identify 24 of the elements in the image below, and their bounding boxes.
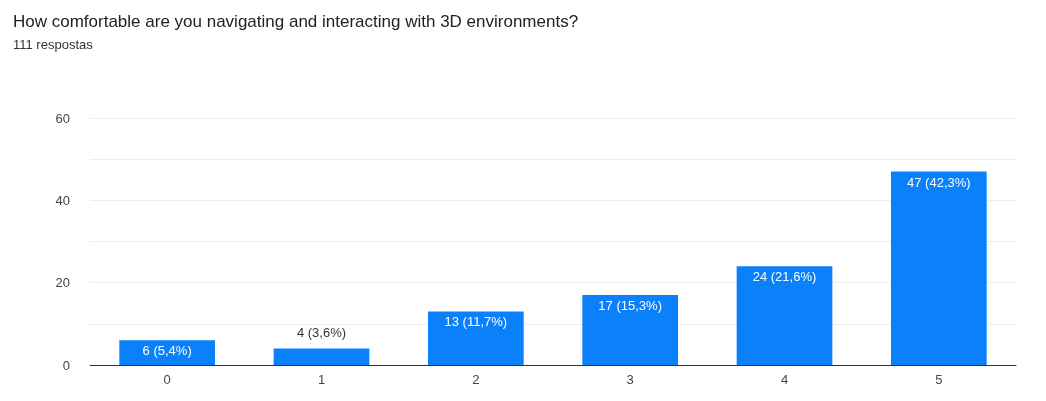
data-label: 6 (5,4%)	[142, 343, 192, 359]
bar	[119, 340, 216, 365]
bar	[582, 295, 679, 365]
y-tick-label: 20	[55, 275, 70, 291]
data-label: 24 (21,6%)	[752, 269, 817, 285]
data-label: 47 (42,3%)	[907, 174, 971, 190]
x-tick-label: 5	[935, 372, 943, 387]
data-label: 4 (3,6%)	[296, 324, 347, 340]
x-tick-label: 3	[626, 372, 634, 387]
bar	[890, 171, 987, 365]
x-tick-label: 4	[780, 372, 789, 387]
x-tick-label: 1	[317, 372, 326, 387]
x-tick-label: 2	[472, 372, 480, 387]
y-tick-label: 40	[55, 192, 70, 208]
data-label: 17 (15,3%)	[598, 298, 662, 314]
y-tick-label: 0	[62, 357, 70, 373]
chart-subtitle: 111 respostas	[13, 37, 94, 52]
data-label: 13 (11,7%)	[444, 314, 508, 330]
y-tick-label: 60	[55, 110, 70, 126]
bar	[273, 348, 370, 365]
x-tick-label: 0	[163, 372, 171, 387]
bar	[427, 311, 524, 365]
bar	[736, 266, 833, 365]
chart-title: How comfortable are you navigating and interacting with 3D environments?	[13, 12, 579, 31]
